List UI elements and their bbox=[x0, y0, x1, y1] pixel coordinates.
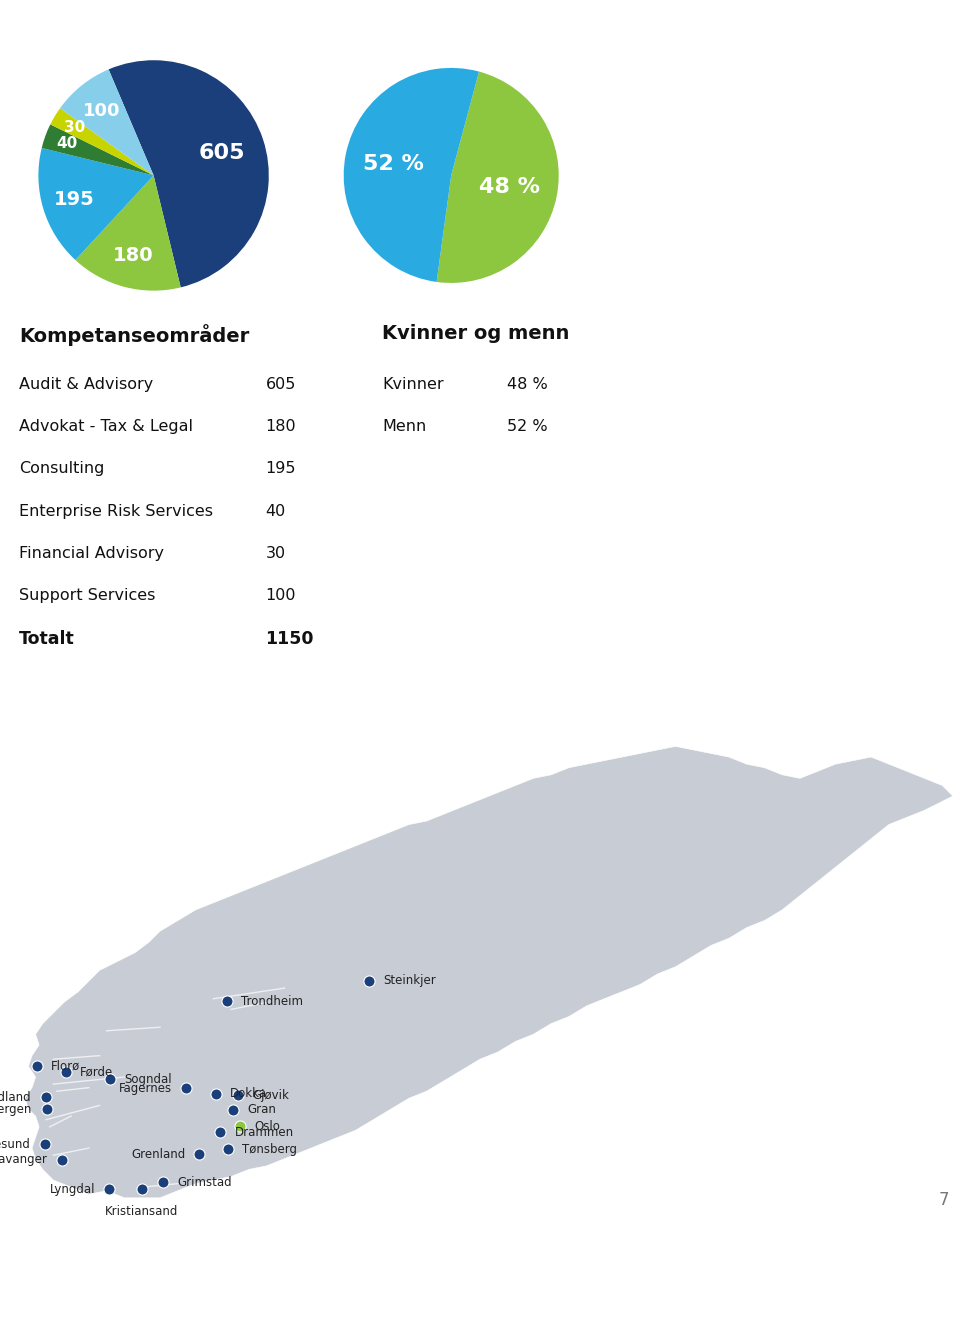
Text: Grimstad: Grimstad bbox=[178, 1176, 232, 1189]
Text: Menn: Menn bbox=[382, 418, 426, 434]
Text: 195: 195 bbox=[265, 461, 296, 477]
Text: Support Services: Support Services bbox=[19, 588, 156, 602]
Text: 180: 180 bbox=[265, 418, 296, 434]
Wedge shape bbox=[60, 69, 154, 176]
Text: Haugesund: Haugesund bbox=[0, 1137, 31, 1151]
Text: Førde: Førde bbox=[81, 1064, 113, 1078]
Text: 40: 40 bbox=[57, 136, 78, 151]
Wedge shape bbox=[108, 60, 269, 287]
Polygon shape bbox=[25, 747, 953, 1198]
Text: 180: 180 bbox=[112, 246, 153, 265]
Text: 100: 100 bbox=[265, 588, 296, 602]
Text: 52 %: 52 % bbox=[363, 154, 423, 173]
Text: Sogndal: Sogndal bbox=[125, 1072, 172, 1086]
Text: Financial Advisory: Financial Advisory bbox=[19, 545, 164, 561]
Text: Stavanger: Stavanger bbox=[0, 1153, 47, 1166]
Text: 30: 30 bbox=[265, 545, 285, 561]
Text: Gjøvik: Gjøvik bbox=[252, 1088, 289, 1102]
Wedge shape bbox=[437, 71, 559, 283]
Text: 605: 605 bbox=[265, 377, 296, 392]
Text: 30: 30 bbox=[64, 120, 85, 135]
Text: Fagernes: Fagernes bbox=[119, 1082, 172, 1095]
Text: Kompetanseområder: Kompetanseområder bbox=[19, 324, 250, 347]
Text: Drammen: Drammen bbox=[234, 1125, 294, 1139]
Wedge shape bbox=[76, 176, 180, 291]
Text: Dokka: Dokka bbox=[230, 1087, 267, 1100]
Text: Enterprise Risk Services: Enterprise Risk Services bbox=[19, 503, 213, 519]
Text: 195: 195 bbox=[54, 189, 94, 209]
Text: 7: 7 bbox=[939, 1190, 949, 1209]
Text: Tønsberg: Tønsberg bbox=[242, 1143, 298, 1156]
Wedge shape bbox=[41, 124, 154, 176]
Text: 52 %: 52 % bbox=[507, 418, 548, 434]
Text: Lyngdal: Lyngdal bbox=[49, 1182, 95, 1196]
Text: Florø: Florø bbox=[51, 1059, 80, 1072]
Text: 48 %: 48 % bbox=[507, 377, 548, 392]
Text: Grenland: Grenland bbox=[131, 1148, 185, 1161]
Text: 48 %: 48 % bbox=[479, 177, 540, 197]
Text: Gran: Gran bbox=[248, 1103, 276, 1116]
Text: Advokat - Tax & Legal: Advokat - Tax & Legal bbox=[19, 418, 193, 434]
Text: 1150: 1150 bbox=[265, 630, 314, 649]
Wedge shape bbox=[38, 148, 154, 260]
Text: Consulting: Consulting bbox=[19, 461, 105, 477]
Text: 605: 605 bbox=[198, 143, 245, 163]
Text: Oslo: Oslo bbox=[254, 1120, 280, 1133]
Text: Steinkjer: Steinkjer bbox=[383, 974, 436, 988]
Wedge shape bbox=[50, 109, 154, 176]
Text: 100: 100 bbox=[84, 102, 121, 119]
Text: Trondheim: Trondheim bbox=[241, 994, 303, 1008]
Wedge shape bbox=[344, 68, 479, 282]
Text: Audit & Advisory: Audit & Advisory bbox=[19, 377, 154, 392]
Text: Totalt: Totalt bbox=[19, 630, 75, 649]
Text: Kvinner og menn: Kvinner og menn bbox=[382, 324, 569, 343]
Text: Bergen: Bergen bbox=[0, 1103, 33, 1116]
Text: Nordhordland: Nordhordland bbox=[0, 1091, 32, 1104]
Text: Kristiansand: Kristiansand bbox=[106, 1205, 179, 1218]
Text: Kvinner: Kvinner bbox=[382, 377, 444, 392]
Text: 40: 40 bbox=[265, 503, 286, 519]
